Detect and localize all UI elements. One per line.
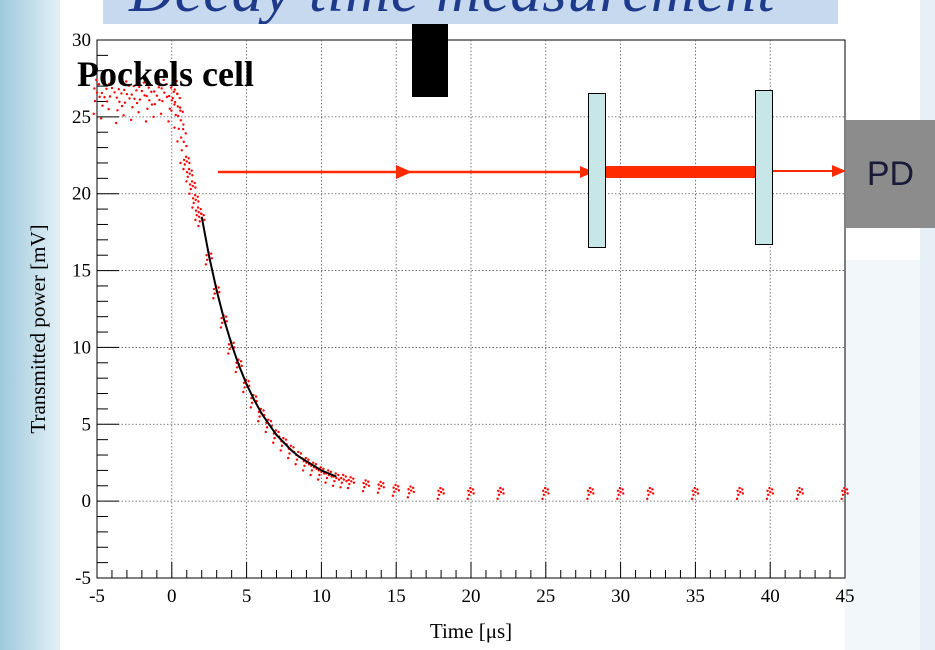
cavity-mirror-1 — [588, 93, 606, 248]
y-tick-label: 0 — [82, 491, 92, 512]
data-point — [316, 466, 326, 481]
data-point — [107, 74, 116, 111]
x-tick-label: -5 — [89, 586, 105, 607]
y-tick-label: 10 — [72, 337, 91, 358]
pockels-cell-block — [412, 24, 448, 97]
y-tick-label: 30 — [72, 30, 91, 51]
data-point — [179, 127, 188, 165]
data-point — [152, 81, 161, 119]
data-points — [92, 74, 849, 501]
beam-arrow-mid — [396, 165, 412, 179]
data-point — [167, 86, 176, 123]
data-point — [114, 87, 124, 125]
data-point — [795, 486, 804, 501]
y-tick-label: 5 — [82, 414, 92, 435]
photodetector-label: PD — [866, 154, 915, 193]
fit-curve — [200, 216, 337, 478]
data-point — [646, 486, 655, 501]
data-point — [586, 486, 595, 501]
beam-arrow-out — [832, 165, 846, 177]
y-tick-label: 20 — [72, 184, 91, 205]
x-tick-label: 5 — [242, 586, 252, 607]
x-tick-label: 45 — [836, 586, 855, 607]
data-point — [92, 78, 101, 115]
data-point — [466, 486, 475, 501]
data-point — [137, 77, 146, 114]
data-point — [144, 86, 154, 123]
fit-curve-line — [200, 216, 337, 478]
data-point — [129, 84, 139, 122]
data-point — [99, 83, 109, 120]
cavity-mirror-2 — [755, 90, 773, 245]
photodetector-box: PD — [846, 120, 935, 228]
data-point — [436, 486, 445, 501]
data-point — [690, 486, 700, 501]
y-axis-title: Transmitted power [mV] — [26, 224, 50, 433]
data-point — [188, 180, 197, 195]
data-point — [339, 473, 348, 489]
x-tick-label: 20 — [462, 586, 481, 607]
x-tick-label: 25 — [536, 586, 555, 607]
data-point — [234, 358, 243, 374]
data-point — [765, 486, 775, 501]
data-point — [182, 155, 191, 171]
x-tick-label: 10 — [312, 586, 331, 607]
data-point — [361, 479, 371, 493]
x-tick-label: 30 — [611, 586, 630, 607]
data-point — [541, 486, 550, 501]
data-point — [616, 486, 625, 501]
data-point — [391, 483, 401, 497]
data-point — [496, 486, 505, 501]
axis-ticks — [96, 39, 846, 579]
data-point — [406, 485, 415, 499]
data-point — [735, 486, 745, 501]
x-tick-label: 15 — [387, 586, 406, 607]
beam-arrow-in — [580, 166, 594, 178]
x-tick-label: 0 — [167, 586, 177, 607]
beam-cavity — [606, 166, 758, 178]
y-tick-label: 15 — [72, 261, 91, 282]
data-point — [376, 480, 386, 494]
data-point — [122, 80, 131, 117]
data-point — [346, 476, 356, 490]
data-point — [176, 106, 185, 143]
pockels-cell-label: Pockels cell — [77, 54, 254, 94]
data-point — [159, 78, 169, 115]
data-point — [191, 194, 200, 209]
data-point — [173, 92, 182, 129]
data-point — [840, 486, 849, 501]
data-point — [309, 461, 318, 477]
x-tick-label: 35 — [686, 586, 705, 607]
y-tick-label: 25 — [72, 107, 91, 128]
slide-title: Decay time measurement — [129, 0, 775, 24]
slide-title-band: Decay time measurement — [103, 0, 838, 24]
data-point — [185, 167, 194, 183]
x-tick-label: 40 — [761, 586, 780, 607]
tick-labels: -5 0 5 10 15 20 25 30 35 40 45 -5 0 5 10 15 20 25 30 — [72, 30, 855, 607]
data-point — [331, 472, 341, 487]
x-axis-title: Time [μs] — [430, 619, 512, 643]
y-tick-label: -5 — [75, 568, 91, 589]
